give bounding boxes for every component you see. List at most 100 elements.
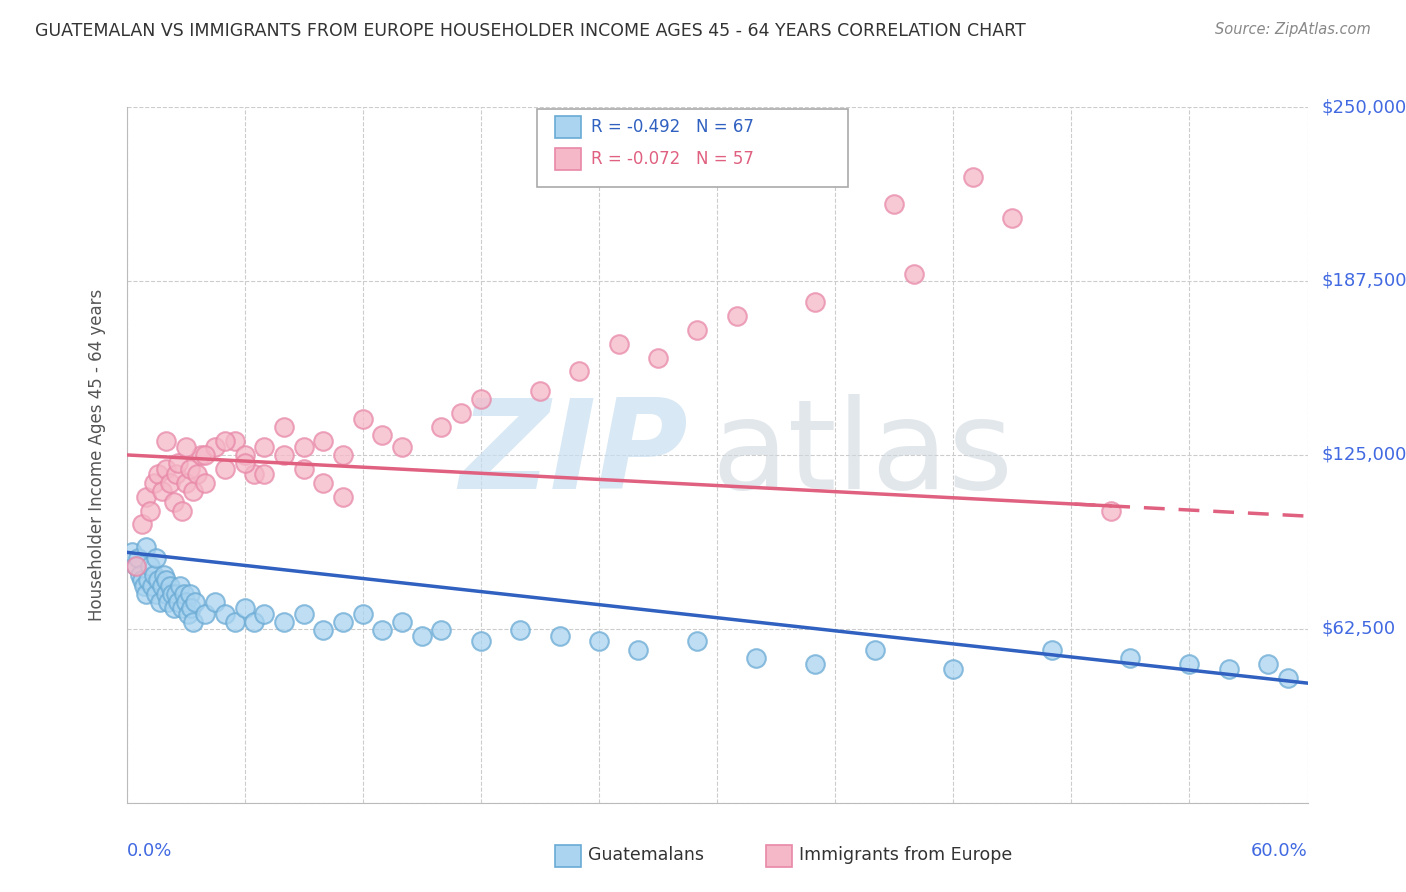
- Point: [607, 336, 630, 351]
- Text: R = -0.072   N = 57: R = -0.072 N = 57: [591, 150, 754, 168]
- Text: $125,000: $125,000: [1322, 446, 1406, 464]
- Point: [194, 607, 217, 621]
- Point: [146, 573, 169, 587]
- Point: [153, 567, 176, 582]
- Text: GUATEMALAN VS IMMIGRANTS FROM EUROPE HOUSEHOLDER INCOME AGES 45 - 64 YEARS CORRE: GUATEMALAN VS IMMIGRANTS FROM EUROPE HOU…: [35, 22, 1026, 40]
- Point: [184, 595, 207, 609]
- Text: 60.0%: 60.0%: [1251, 842, 1308, 860]
- Point: [146, 467, 169, 482]
- Point: [627, 642, 650, 657]
- Point: [155, 587, 177, 601]
- Point: [135, 587, 157, 601]
- Point: [204, 595, 226, 609]
- Point: [962, 169, 984, 184]
- Point: [332, 490, 354, 504]
- Point: [312, 434, 335, 448]
- Point: [176, 607, 198, 621]
- Point: [127, 550, 149, 565]
- Point: [159, 475, 181, 490]
- Point: [292, 462, 315, 476]
- Point: [332, 448, 354, 462]
- Point: [312, 624, 335, 638]
- Point: [883, 197, 905, 211]
- Point: [136, 573, 159, 587]
- Point: [253, 607, 276, 621]
- Point: [312, 475, 335, 490]
- Point: [214, 607, 236, 621]
- Point: [131, 573, 153, 587]
- Point: [1277, 671, 1299, 685]
- Point: [450, 406, 472, 420]
- Point: [149, 595, 172, 609]
- Point: [1178, 657, 1201, 671]
- Point: [163, 601, 186, 615]
- Text: Immigrants from Europe: Immigrants from Europe: [799, 847, 1012, 864]
- Point: [292, 440, 315, 454]
- Point: [352, 411, 374, 425]
- Point: [145, 550, 167, 565]
- Point: [391, 615, 413, 629]
- Point: [371, 624, 394, 638]
- Point: [179, 462, 201, 476]
- Point: [183, 484, 205, 499]
- Point: [155, 434, 177, 448]
- Point: [134, 579, 156, 593]
- Point: [170, 601, 193, 615]
- Y-axis label: Householder Income Ages 45 - 64 years: Householder Income Ages 45 - 64 years: [87, 289, 105, 621]
- Point: [174, 440, 197, 454]
- Point: [170, 503, 193, 517]
- Point: [180, 601, 202, 615]
- Text: $62,500: $62,500: [1322, 620, 1396, 638]
- Point: [568, 364, 591, 378]
- Point: [804, 657, 827, 671]
- Point: [1001, 211, 1024, 226]
- Point: [371, 428, 394, 442]
- Point: [903, 267, 925, 281]
- Point: [745, 651, 768, 665]
- Point: [159, 579, 181, 593]
- Point: [273, 420, 295, 434]
- Point: [214, 434, 236, 448]
- Point: [165, 587, 187, 601]
- Point: [233, 601, 256, 615]
- Point: [1099, 503, 1122, 517]
- Point: [1218, 662, 1240, 676]
- Point: [243, 467, 266, 482]
- Point: [411, 629, 433, 643]
- Point: [292, 607, 315, 621]
- Point: [155, 462, 177, 476]
- Point: [233, 456, 256, 470]
- Text: R = -0.492   N = 67: R = -0.492 N = 67: [591, 118, 754, 136]
- Point: [509, 624, 531, 638]
- Text: ZIP: ZIP: [458, 394, 688, 516]
- Point: [183, 615, 205, 629]
- Point: [863, 642, 886, 657]
- Text: atlas: atlas: [711, 394, 1014, 516]
- Point: [352, 607, 374, 621]
- Point: [224, 615, 246, 629]
- Text: Guatemalans: Guatemalans: [588, 847, 704, 864]
- Point: [165, 467, 187, 482]
- Point: [156, 595, 179, 609]
- Point: [166, 456, 188, 470]
- Point: [169, 579, 191, 593]
- Point: [1040, 642, 1063, 657]
- Point: [135, 490, 157, 504]
- Point: [135, 540, 157, 554]
- Point: [273, 448, 295, 462]
- Point: [253, 440, 276, 454]
- Point: [214, 462, 236, 476]
- Point: [470, 634, 492, 648]
- Point: [243, 615, 266, 629]
- Point: [332, 615, 354, 629]
- Point: [588, 634, 610, 648]
- Point: [150, 579, 173, 593]
- Point: [804, 294, 827, 309]
- Point: [253, 467, 276, 482]
- Point: [139, 559, 162, 574]
- Text: 0.0%: 0.0%: [127, 842, 172, 860]
- Point: [174, 475, 197, 490]
- Point: [194, 475, 217, 490]
- Point: [125, 559, 148, 574]
- Point: [179, 587, 201, 601]
